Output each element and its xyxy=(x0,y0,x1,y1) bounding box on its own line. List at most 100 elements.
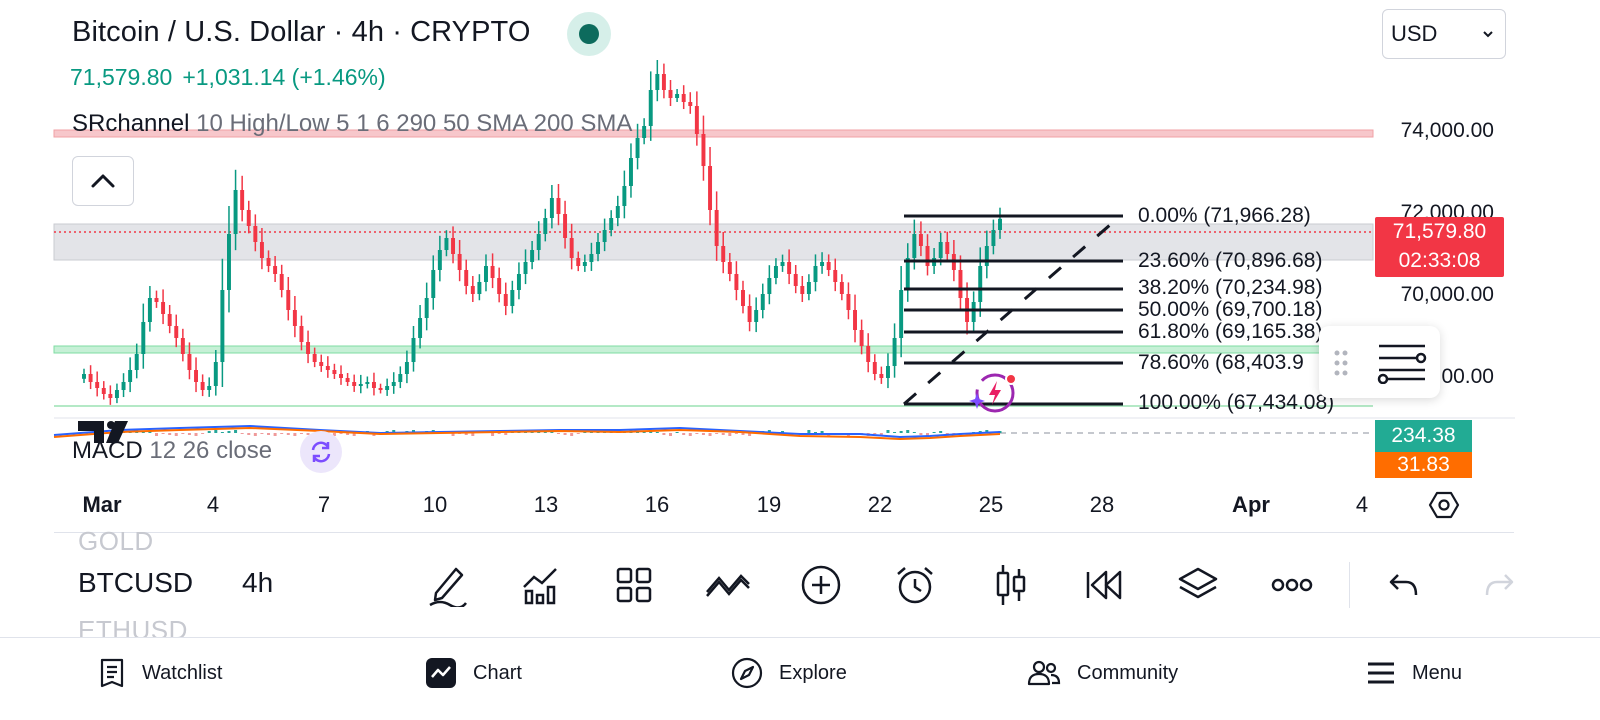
candles-icon xyxy=(996,565,1026,605)
macd-histogram-bar xyxy=(662,433,666,435)
symbol-next[interactable]: ETHUSD xyxy=(78,617,188,637)
candle-body xyxy=(833,270,838,282)
macd-histogram-bar xyxy=(688,433,692,436)
undo-button[interactable] xyxy=(1381,562,1427,608)
nav-explore[interactable]: Explore xyxy=(731,638,847,708)
candle-body xyxy=(747,306,752,322)
time-axis-label: 4 xyxy=(206,492,220,517)
macd-histogram-bar xyxy=(471,433,475,436)
time-axis-label: 10 xyxy=(422,492,448,517)
candle-body xyxy=(978,266,983,302)
macd-indicator-label[interactable]: MACD 12 26 close xyxy=(72,437,272,465)
macd-pane xyxy=(53,424,1002,441)
indicators-button[interactable] xyxy=(517,562,563,608)
candle-body xyxy=(991,230,996,246)
macd-name: MACD xyxy=(72,437,143,464)
symbol-selector[interactable]: BTCUSD xyxy=(78,567,194,598)
chevron-up-icon xyxy=(91,174,115,188)
chart-type-button[interactable] xyxy=(988,562,1034,608)
candle-body xyxy=(82,374,86,379)
nav-chart[interactable]: Chart xyxy=(425,638,522,708)
macd-histogram-bar xyxy=(181,433,185,434)
candle-body xyxy=(675,94,680,98)
macd-histogram-bar xyxy=(234,430,238,433)
currency-value: USD xyxy=(1391,21,1438,46)
candle-body xyxy=(945,242,950,254)
candle-body xyxy=(523,262,528,274)
alert-button[interactable] xyxy=(892,562,938,608)
candle-body xyxy=(273,266,278,274)
candle-body xyxy=(503,294,508,306)
draw-button[interactable] xyxy=(424,562,470,608)
candle-body xyxy=(569,238,574,258)
candle-body xyxy=(780,262,785,266)
macd-histogram-bar xyxy=(491,433,495,436)
macd-histogram-bar xyxy=(537,432,541,433)
settings-sliders-icon[interactable] xyxy=(1375,342,1429,384)
candle-body xyxy=(576,258,581,266)
macd-histogram-bar xyxy=(813,432,817,433)
candle-body xyxy=(892,338,897,366)
nav-menu[interactable]: Menu xyxy=(1366,638,1462,708)
candle-body xyxy=(345,378,350,382)
more-button[interactable] xyxy=(1269,562,1315,608)
candle-body xyxy=(312,354,317,362)
time-axis-label: Apr xyxy=(1232,492,1270,517)
candle-body xyxy=(820,262,825,266)
add-button[interactable] xyxy=(798,562,844,608)
collapse-indicators-button[interactable] xyxy=(72,156,134,206)
price-chart[interactable] xyxy=(0,0,1600,480)
candle-body xyxy=(905,258,910,290)
market-status-icon[interactable] xyxy=(567,12,611,56)
candle-body xyxy=(787,262,792,274)
time-axis-label: 28 xyxy=(1089,492,1115,517)
candle-body xyxy=(207,386,212,390)
drawing-settings-panel[interactable] xyxy=(1319,326,1440,398)
bar-countdown: 02:33:08 xyxy=(1398,249,1481,272)
macd-histogram-bar xyxy=(339,433,343,434)
candle-body xyxy=(971,302,976,322)
macd-histogram-bar xyxy=(715,433,719,434)
redo-button[interactable] xyxy=(1476,562,1522,608)
candle-body xyxy=(187,354,192,370)
currency-select[interactable]: USD xyxy=(1382,9,1506,59)
drag-handle-icon[interactable] xyxy=(1333,348,1349,378)
layout-button[interactable] xyxy=(611,562,657,608)
nav-explore-label: Explore xyxy=(779,661,847,684)
srchannel-indicator-label[interactable]: SRchannel 10 High/Low 5 1 6 290 50 SMA 2… xyxy=(72,110,632,138)
chevron-down-icon xyxy=(1483,31,1493,38)
refresh-indicator-button[interactable] xyxy=(300,431,342,473)
nav-watchlist[interactable]: Watchlist xyxy=(98,638,222,708)
grid-icon xyxy=(616,567,652,603)
fib-level-label: 61.80% (69,165.38) xyxy=(1138,320,1323,343)
macd-histogram-bar xyxy=(985,430,989,433)
nav-community-label: Community xyxy=(1077,661,1179,684)
candle-body xyxy=(358,384,363,386)
candle-body xyxy=(259,242,264,258)
candle-body xyxy=(596,242,600,254)
timeframe-selector[interactable]: 4h xyxy=(242,567,274,598)
candle-body xyxy=(938,242,943,258)
symbol-title[interactable]: Bitcoin / U.S. Dollar · 4h · CRYPTO xyxy=(72,16,531,48)
candle-body xyxy=(233,190,238,234)
macd-histogram-bar xyxy=(748,433,752,436)
compare-button[interactable] xyxy=(705,562,751,608)
candle-body xyxy=(661,74,666,90)
candle-body xyxy=(839,282,844,294)
nav-community[interactable]: Community xyxy=(1027,638,1178,708)
nav-menu-label: Menu xyxy=(1412,661,1463,684)
ai-assistant-icon[interactable] xyxy=(967,371,1019,415)
candle-body xyxy=(899,290,904,338)
candle-body xyxy=(800,286,805,294)
layers-button[interactable] xyxy=(1175,562,1221,608)
replay-button[interactable] xyxy=(1081,562,1127,608)
alarm-clock-icon xyxy=(897,567,933,604)
macd-histogram-bar xyxy=(636,432,640,433)
macd-histogram-bar xyxy=(154,433,158,436)
symbol-prev[interactable]: GOLD xyxy=(78,526,154,550)
macd-histogram-bar xyxy=(932,432,936,433)
chart-settings-icon[interactable] xyxy=(1428,489,1460,521)
candle-body xyxy=(846,294,851,310)
candle-body xyxy=(114,390,119,398)
srchannel-params: 10 High/Low 5 1 6 290 50 SMA 200 SMA xyxy=(196,110,633,137)
